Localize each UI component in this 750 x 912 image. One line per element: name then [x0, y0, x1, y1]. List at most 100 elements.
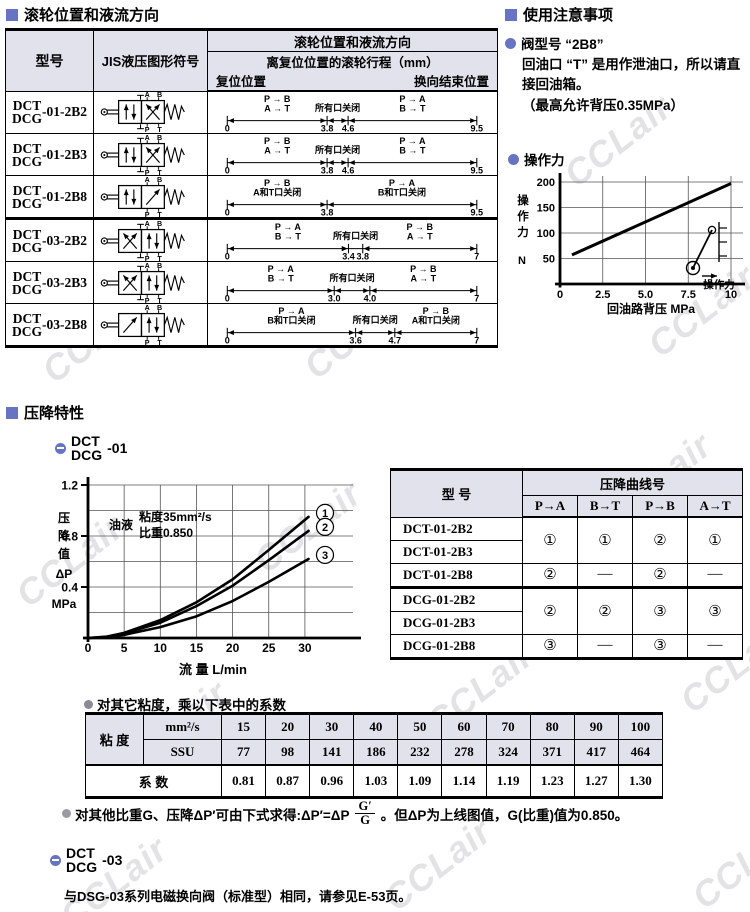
value-cell: 141	[309, 739, 355, 766]
value-cell: 417	[573, 739, 619, 766]
jis-valve-symbol: A B P T	[100, 135, 185, 175]
svg-text:P → A: P → A	[388, 178, 415, 188]
svg-text:降: 降	[58, 528, 71, 543]
pressure-drop-chart: 0.4 0.8 1.2 0 5 10 15 20 25 30 压降值 ΔP MPa 油液粘度35mm²/s…	[52, 477, 361, 677]
svg-text:流 量 L/min: 流 量 L/min	[179, 662, 247, 677]
value-cell: 77	[220, 739, 267, 766]
note-item-title: 阀型号 “2B8”	[505, 33, 748, 53]
svg-text:A: A	[144, 221, 149, 228]
svg-text:3.8: 3.8	[356, 251, 369, 260]
svg-text:P → A: P → A	[278, 306, 305, 316]
value-cell: 60	[441, 713, 487, 740]
curve-number-cell: —	[577, 633, 633, 659]
unit-label: SSU	[143, 739, 222, 766]
svg-text:4.7: 4.7	[388, 335, 401, 344]
model-name: DCT-01-2B2	[390, 516, 523, 541]
svg-text:N: N	[518, 255, 526, 267]
svg-text:P: P	[144, 126, 149, 132]
curve-table-model-header: 型 号	[390, 469, 523, 518]
svg-text:压: 压	[58, 511, 70, 525]
svg-text:P → B: P → B	[410, 264, 437, 274]
svg-text:B: B	[156, 263, 161, 270]
svg-text:9.5: 9.5	[470, 123, 483, 132]
svg-text:P → B: P → B	[263, 136, 290, 146]
value-cell: 100	[617, 713, 664, 740]
svg-text:P: P	[144, 211, 149, 217]
value-cell: 70	[485, 713, 531, 740]
svg-text:4.6: 4.6	[341, 165, 354, 174]
svg-text:T: T	[157, 126, 162, 132]
svg-text:5.0: 5.0	[638, 289, 653, 301]
model-name: DCT DCG -01-2B3	[5, 133, 94, 176]
svg-text:15: 15	[190, 641, 204, 655]
svg-text:7.5: 7.5	[681, 289, 696, 301]
svg-text:所有口关闭: 所有口关闭	[351, 314, 397, 325]
table-row: 粘 度 mm²/s 15 20 30 40 50 60 70 80 90 100	[85, 713, 664, 766]
svg-text:7: 7	[474, 251, 479, 260]
table-row: DCG-01-2B3	[390, 610, 743, 635]
model-name: DCT DCG -03-2B2	[5, 217, 94, 262]
svg-text:所有口关闭: 所有口关闭	[314, 102, 360, 113]
svg-text:P → B: P → B	[406, 222, 433, 232]
section-title-text: 滚轮位置和液流方向	[24, 7, 160, 24]
col-header-positions: 复位位置 换向结束位置	[207, 71, 498, 92]
svg-text:7: 7	[474, 335, 479, 344]
svg-text:7: 7	[474, 293, 479, 302]
svg-text:所有口关闭: 所有口关闭	[328, 272, 374, 283]
svg-text:T: T	[157, 169, 162, 175]
svg-text:B → T: B → T	[267, 273, 294, 283]
svg-text:10: 10	[725, 289, 737, 301]
svg-text:50: 50	[543, 254, 555, 266]
svg-text:25: 25	[262, 641, 276, 655]
table-row: DCG-01-2B8 ③ — ③ —	[390, 633, 744, 659]
model-name: DCT DCG -01-2B2	[5, 90, 94, 134]
svg-text:150: 150	[537, 203, 555, 215]
svg-text:3.8: 3.8	[320, 165, 333, 174]
col-header-flow: 滚轮位置和液流方向	[207, 29, 498, 52]
unit-label: mm²/s	[143, 713, 222, 740]
section-square-icon	[505, 8, 517, 21]
section-title-pressure-drop: 压降特性	[6, 402, 84, 423]
svg-text:T: T	[157, 255, 162, 261]
curve-number-cell: ①	[522, 516, 578, 564]
specific-gravity-formula: 对其他比重G、压降ΔP′可由下式求得:ΔP′=ΔP G′ G 。但ΔP为上线图值…	[62, 800, 628, 827]
svg-text:B: B	[156, 177, 161, 184]
svg-text:P: P	[144, 339, 149, 345]
svg-text:T: T	[157, 211, 162, 217]
svg-text:比重0.850: 比重0.850	[139, 525, 193, 540]
travel-diagram: 0 3.8 4.6 9.5 P → BA → T 所有口关闭 P → AB → T	[224, 94, 483, 133]
curve-col-header: P→B	[632, 495, 688, 518]
svg-text:P → A: P → A	[267, 264, 294, 274]
notes-title-text: 使用注意事项	[523, 7, 614, 24]
model-name: DCT-01-2B3	[390, 539, 523, 564]
curve-number-cell: ①	[686, 516, 744, 564]
curve-number-cell: ③	[632, 633, 688, 659]
svg-text:A → T: A → T	[410, 273, 436, 283]
svg-text:1: 1	[322, 508, 328, 520]
svg-text:所有口关闭: 所有口关闭	[332, 230, 378, 241]
svg-text:3.4: 3.4	[342, 251, 355, 260]
curve-col-header: A→T	[686, 495, 744, 518]
bullet-icon	[50, 854, 61, 866]
table-row: DCT DCG -03-2B8 A B P T 0 3.6 4.7 7 P → A B和T口关闭 所有口关…	[5, 303, 498, 347]
svg-text:P → A: P → A	[274, 222, 301, 232]
curve-table-group-header: 压降曲线号	[521, 469, 744, 496]
col-header-model: 型号	[5, 29, 94, 92]
svg-text:A: A	[144, 135, 149, 142]
curve-number-table: 型 号 压降曲线号 P→A B→T P→B A→T DCT-01-2B2 ① ① ② ①…	[390, 468, 744, 660]
table-row: DCT DCG -01-2B8 A B P T 0 3.8 9.5 P → B A和T口关闭 P → A…	[5, 175, 498, 219]
svg-text:A → T: A → T	[264, 103, 290, 113]
svg-text:粘度35mm²/s: 粘度35mm²/s	[139, 509, 212, 524]
value-cell: 15	[220, 713, 267, 740]
col-header-symbol: JIS液压图形符号	[93, 29, 208, 92]
svg-text:0: 0	[224, 251, 229, 260]
svg-text:10: 10	[154, 641, 168, 655]
table-row: DCT-01-2B8 ② — ② —	[390, 562, 744, 588]
